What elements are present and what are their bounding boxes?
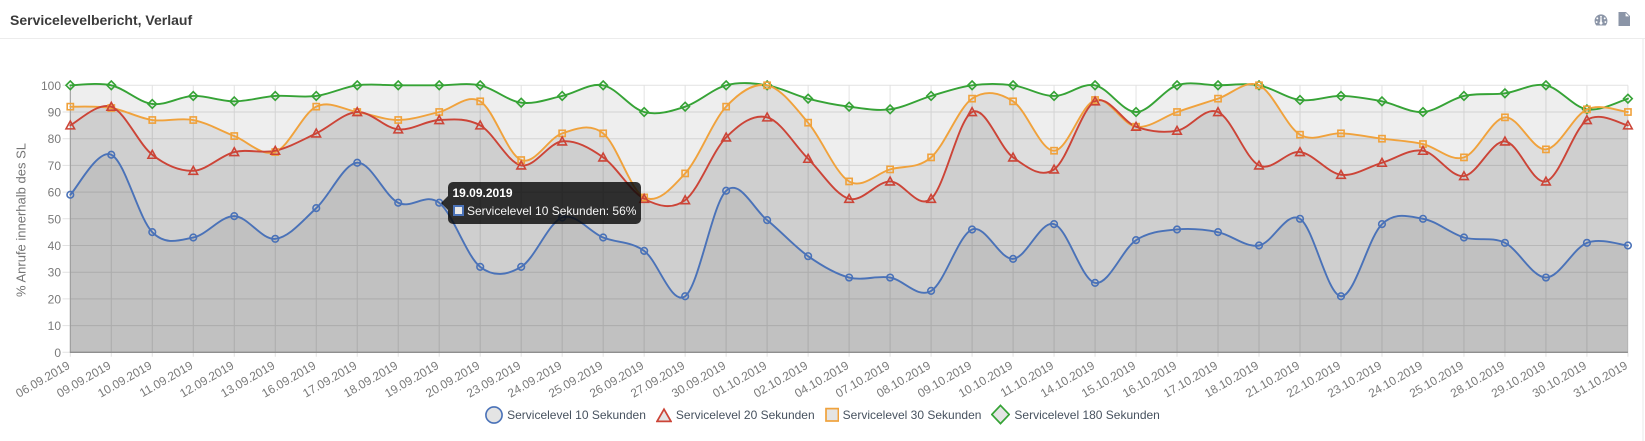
svg-text:10: 10 <box>48 319 62 333</box>
svg-text:60: 60 <box>48 186 62 200</box>
svg-text:% Anrufe innerhalb des SL: % Anrufe innerhalb des SL <box>14 143 29 297</box>
svg-text:0: 0 <box>54 346 61 360</box>
svg-text:50: 50 <box>48 212 62 226</box>
svg-text:20: 20 <box>48 292 62 306</box>
svg-text:90: 90 <box>48 106 62 120</box>
svg-text:80: 80 <box>48 132 62 146</box>
svg-text:70: 70 <box>48 159 62 173</box>
svg-text:100: 100 <box>41 79 61 93</box>
svg-text:30: 30 <box>48 266 62 280</box>
svg-text:40: 40 <box>48 239 62 253</box>
